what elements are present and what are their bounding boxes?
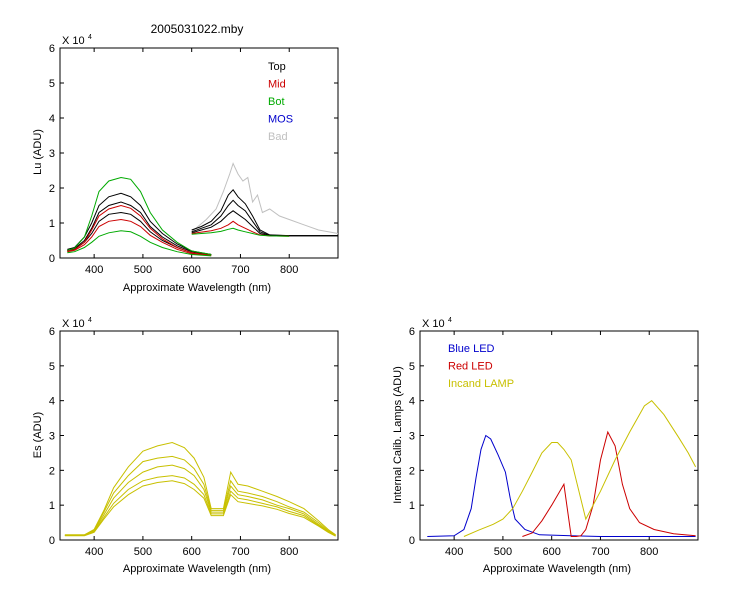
calib-x-tick-label: 500 (494, 546, 512, 558)
lu-legend-entry-top: Top (268, 61, 286, 73)
calib-legend-entry-red-led: Red LED (448, 361, 493, 373)
lu-series-line-top (67, 201, 212, 255)
calib-legend-entry-incand-lamp: Incand LAMP (448, 378, 514, 390)
calib-y-multiplier: X 10 (422, 318, 445, 330)
calib-y-tick-label: 2 (409, 465, 415, 477)
lu-x-tick-label: 600 (183, 264, 201, 276)
lu-y-tick-label: 3 (49, 148, 55, 160)
lu-legend-entry-mid: Mid (268, 79, 286, 91)
es-series-line-4 (64, 480, 336, 537)
calib-y-tick-label: 3 (409, 431, 415, 443)
calib-x-tick-label: 700 (591, 546, 609, 558)
lu-y-tick-label: 1 (49, 218, 55, 230)
calib-y-tick-label: 5 (409, 361, 415, 373)
es-x-tick-label: 700 (231, 546, 249, 558)
es-x-tick-label: 500 (134, 546, 152, 558)
lu-legend-entry-bad: Bad (268, 131, 288, 143)
es-y-tick-label: 5 (49, 361, 55, 373)
calib-series-line-incand-lamp (463, 400, 697, 537)
calib-y-exponent: 4 (448, 317, 452, 324)
calib-x-tick-label: 600 (543, 546, 561, 558)
calib-y-axis-label: Internal Calib. Lamps (ADU) (392, 366, 404, 504)
es-y-tick-label: 1 (49, 500, 55, 512)
es-x-tick-label: 600 (183, 546, 201, 558)
lu-series-line-bot (191, 227, 290, 237)
es-x-axis-label: Approximate Wavelength (nm) (123, 563, 271, 575)
es-y-tick-label: 3 (49, 431, 55, 443)
es-y-exponent: 4 (88, 317, 92, 324)
es-y-tick-label: 6 (49, 326, 55, 338)
es-series-line-2 (64, 464, 336, 536)
figure-title: 2005031022.mby (151, 22, 244, 36)
calib-y-tick-label: 6 (409, 326, 415, 338)
lu-y-tick-label: 0 (49, 253, 55, 265)
es-y-tick-label: 2 (49, 465, 55, 477)
lu-series-line-mid (67, 218, 212, 257)
lu-y-tick-label: 5 (49, 78, 55, 90)
calib-x-axis-label: Approximate Wavelength (nm) (483, 563, 631, 575)
es-chart: X 10 4 Es (ADU) Approximate Wavelength (… (32, 317, 339, 575)
lu-plot-frame (59, 47, 339, 259)
es-x-tick-label: 800 (280, 546, 298, 558)
es-y-tick-label: 0 (49, 535, 55, 547)
calib-series-line-blue-led (427, 434, 696, 537)
lu-series-line-mid (67, 204, 212, 256)
calib-x-tick-label: 800 (640, 546, 658, 558)
es-x-tick-label: 400 (85, 546, 103, 558)
calib-series-line-red-led (522, 430, 696, 537)
calib-y-tick-label: 4 (409, 396, 415, 408)
lu-y-axis-label: Lu (ADU) (32, 129, 44, 175)
calib-y-tick-label: 1 (409, 500, 415, 512)
es-y-multiplier: X 10 (62, 318, 85, 330)
es-y-axis-label: Es (ADU) (32, 412, 44, 458)
lu-series-line-bot (67, 230, 212, 257)
calib-legend-entry-blue-led: Blue LED (448, 343, 495, 355)
lu-series-line-bad (191, 162, 339, 234)
es-series-line-1 (64, 455, 336, 536)
lu-legend-entry-bot: Bot (268, 96, 285, 108)
lu-chart: X 10 4 Lu (ADU) Approximate Wavelength (… (32, 34, 339, 294)
lu-x-tick-label: 400 (85, 264, 103, 276)
calib-chart: X 10 4 Internal Calib. Lamps (ADU) Appro… (392, 317, 699, 575)
es-series-line-0 (64, 441, 336, 536)
lu-y-exponent: 4 (88, 34, 92, 41)
lu-x-tick-label: 800 (280, 264, 298, 276)
lu-x-tick-label: 700 (231, 264, 249, 276)
lu-series-line-bot (67, 176, 212, 255)
es-y-tick-label: 4 (49, 396, 55, 408)
lu-y-tick-label: 6 (49, 43, 55, 55)
calib-y-tick-label: 0 (409, 535, 415, 547)
lu-y-tick-label: 2 (49, 183, 55, 195)
lu-y-tick-label: 4 (49, 113, 55, 125)
lu-legend-entry-mos: MOS (268, 114, 293, 126)
es-plot-frame (59, 330, 339, 541)
lu-x-tick-label: 500 (134, 264, 152, 276)
calib-x-tick-label: 400 (445, 546, 463, 558)
lu-y-multiplier: X 10 (62, 35, 85, 47)
es-series-line-3 (64, 475, 336, 537)
lu-x-axis-label: Approximate Wavelength (nm) (123, 282, 271, 294)
